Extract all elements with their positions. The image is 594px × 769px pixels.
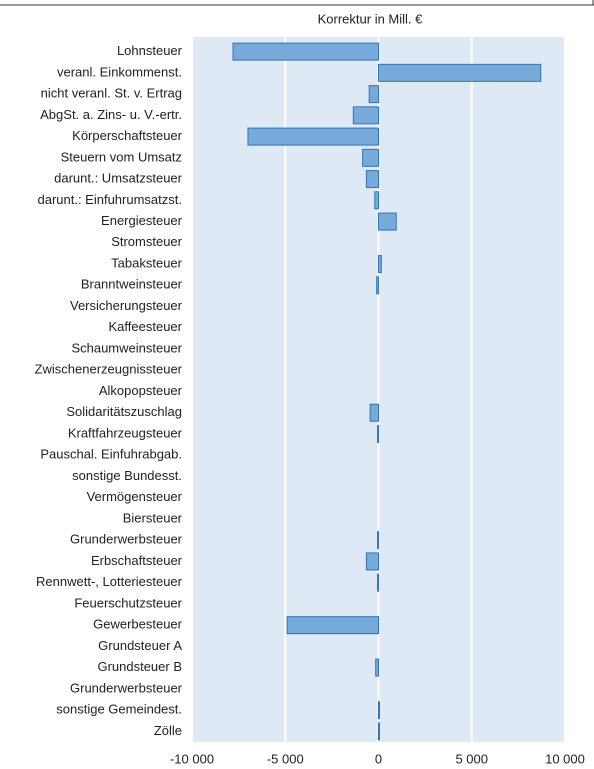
y-tick-label: Energiesteuer	[101, 213, 183, 228]
bar	[378, 63, 542, 82]
x-tick-label: 10 000	[545, 751, 585, 766]
y-tick-label: Pauschal. Einfuhrabgab.	[40, 447, 182, 462]
bar	[352, 106, 380, 125]
y-tick-label: Grunderwerbsteuer	[70, 680, 183, 695]
y-tick-label: sonstige Gemeindest.	[56, 702, 182, 717]
y-tick-label: Körperschaftsteuer	[72, 128, 183, 143]
y-tick-label: Schaumweinsteuer	[71, 340, 182, 355]
bar	[378, 255, 382, 274]
y-tick-label: Grundsteuer A	[98, 638, 182, 653]
chart-title: Korrektur in Mill. €	[318, 11, 424, 26]
y-tick-label: Gewerbesteuer	[93, 617, 183, 632]
y-tick-label: Zwischenerzeugnissteuer	[35, 362, 183, 377]
y-tick-label: Lohnsteuer	[117, 43, 183, 58]
y-tick-label: veranl. Einkommenst.	[57, 64, 182, 79]
bar	[377, 424, 380, 443]
bar	[377, 573, 380, 592]
y-tick-label: darunt.: Umsatzsteuer	[54, 171, 183, 186]
bar	[377, 531, 380, 550]
bar	[232, 42, 379, 61]
bar	[378, 212, 397, 231]
x-tick-label: 5 000	[455, 751, 488, 766]
y-tick-label: Erbschaftsteuer	[91, 553, 183, 568]
x-tick-label: -5 000	[267, 751, 304, 766]
bar	[365, 552, 380, 571]
x-tick-label: -10 000	[170, 751, 214, 766]
bar	[376, 276, 380, 295]
y-tick-label: Rennwett-, Lotteriesteuer	[36, 574, 183, 589]
y-tick-label: Kaffeesteuer	[109, 319, 183, 334]
bar	[286, 616, 379, 635]
y-tick-label: AbgSt. a. Zins- u. V.-ertr.	[40, 107, 182, 122]
y-tick-label: Solidaritätszuschlag	[66, 404, 182, 419]
bar	[369, 403, 380, 422]
y-tick-label: Kraftfahrzeugsteuer	[68, 425, 183, 440]
x-tick-label: 0	[375, 751, 382, 766]
y-tick-label: Stromsteuer	[111, 234, 182, 249]
bar	[374, 191, 379, 210]
y-tick-label: Vermögensteuer	[87, 489, 183, 504]
y-tick-label: Biersteuer	[123, 510, 183, 525]
y-tick-label: Feuerschutzsteuer	[74, 595, 182, 610]
bar	[365, 170, 380, 189]
y-tick-label: nicht veranl. St. v. Ertrag	[41, 86, 182, 101]
bar	[362, 148, 379, 167]
bar	[378, 722, 380, 741]
y-tick-label: sonstige Bundesst.	[72, 468, 182, 483]
y-tick-label: Steuern vom Umsatz	[61, 149, 182, 164]
bar	[378, 701, 380, 720]
y-tick-label: Grundsteuer B	[97, 659, 182, 674]
y-tick-label: darunt.: Einfuhrumsatzst.	[37, 192, 182, 207]
y-tick-label: Versicherungsteuer	[70, 298, 183, 313]
bar	[368, 85, 379, 104]
y-tick-label: Grunderwerbsteuer	[70, 532, 183, 547]
bar	[247, 127, 379, 146]
bar	[375, 658, 380, 677]
y-tick-label: Zölle	[154, 723, 182, 738]
y-tick-label: Tabaksteuer	[111, 255, 182, 270]
y-tick-label: Alkopopsteuer	[99, 383, 183, 398]
y-tick-label: Branntweinsteuer	[81, 277, 183, 292]
